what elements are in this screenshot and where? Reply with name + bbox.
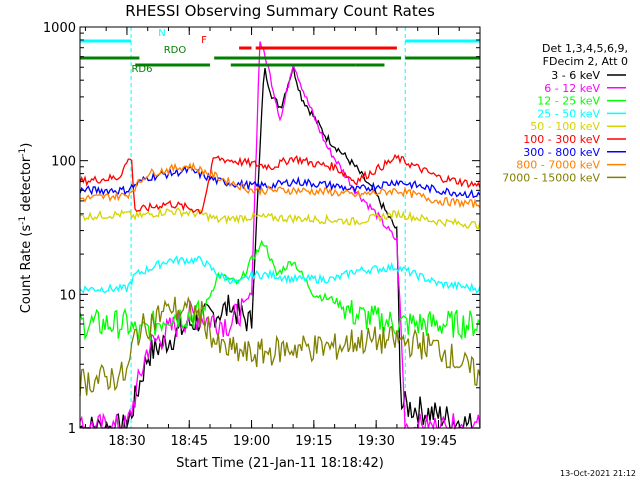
legend-entry-label: 300 - 800 keV [523, 146, 600, 159]
svg-text:Count Rate (s-1 detector-1): Count Rate (s-1 detector-1) [18, 143, 34, 314]
y-axis-label: Count Rate (s-1 detector-1) [18, 143, 34, 314]
series-line-8 [79, 295, 481, 397]
flag-label-f: F [201, 35, 207, 46]
series-line-0 [79, 65, 480, 430]
y-tick-label: 100 [51, 155, 76, 170]
legend-entry-label: 3 - 6 keV [551, 69, 600, 82]
x-tick-label: 19:30 [357, 434, 394, 449]
legend-entry-label: 25 - 50 keV [537, 107, 600, 120]
series-line-2 [79, 239, 481, 341]
x-tick-label: 19:45 [420, 434, 457, 449]
x-tick-label: 19:15 [295, 434, 332, 449]
x-tick-label: 18:30 [108, 434, 145, 449]
legend-entry-label: 7000 - 15000 keV [502, 171, 600, 184]
legend-entry-label: 50 - 100 keV [530, 120, 600, 133]
chart-title: RHESSI Observing Summary Count Rates [125, 2, 435, 20]
plot-area [79, 27, 481, 431]
plot-frame [79, 26, 481, 429]
legend: Det 1,3,4,5,6,9,FDecim 2, Att 03 - 6 keV… [502, 42, 628, 184]
series-line-1 [79, 41, 481, 431]
series-line-4 [79, 207, 481, 230]
y-tick-label: 1 [68, 422, 76, 437]
legend-header-line: Det 1,3,4,5,6,9, [542, 42, 628, 55]
flag-label-n: N [158, 28, 165, 39]
legend-entry-label: 12 - 25 keV [537, 95, 600, 108]
flag-bars: N F RDO RD6 [80, 28, 480, 75]
series-line-7 [79, 161, 481, 209]
x-tick-label: 19:00 [233, 434, 270, 449]
flag-label-rdo: RDO [164, 45, 187, 56]
axes: 1 10 100 1000 18:30 18:45 19:00 19:15 19:30 19:45 [43, 21, 481, 449]
x-tick-label: 18:45 [171, 434, 208, 449]
y-tick-label: 10 [59, 288, 76, 303]
footer-date: 13-Oct-2021 21:12 [560, 469, 636, 478]
series-line-5 [79, 153, 481, 215]
series-line-3 [79, 255, 481, 294]
legend-entry-label: 6 - 12 keV [544, 82, 600, 95]
flag-label-rd6: RD6 [131, 64, 152, 75]
y-tick-label: 1000 [43, 21, 76, 36]
legend-entry-label: 800 - 7000 keV [516, 159, 600, 172]
x-axis-label: Start Time (21-Jan-11 18:18:42) [176, 456, 384, 471]
legend-header-line: FDecim 2, Att 0 [543, 55, 628, 68]
legend-entry-label: 100 - 300 keV [523, 133, 600, 146]
